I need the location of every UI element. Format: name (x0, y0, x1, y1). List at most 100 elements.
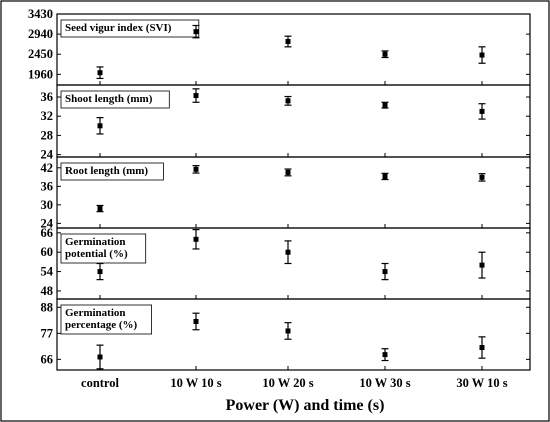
panel-5-title-text: percentage (%) (65, 319, 138, 331)
panel-2-point-4 (381, 101, 389, 109)
x-axis: control 10 W 10 s 10 W 20 s 10 W 30 s 30 W 1… (81, 376, 508, 390)
panel-4-point-4 (381, 262, 389, 281)
panel-3-ytick-label: 30 (41, 198, 54, 212)
data-point (285, 98, 291, 104)
panel-5-ytick-label: 88 (41, 300, 54, 314)
data-point (479, 52, 485, 58)
panel-4-ytick-label: 66 (41, 226, 54, 240)
panel-4-point-1 (96, 262, 104, 281)
panel-1-point-5 (478, 46, 486, 64)
panels-group: 1960 2450 2940 3430 Seed vigur index (SVI) 24… (28, 7, 531, 371)
panel-4-title-box (60, 233, 147, 264)
data-point (97, 123, 103, 129)
data-point (193, 93, 199, 99)
panel-1-title-box (60, 19, 200, 38)
panel-2-point-2 (192, 88, 200, 103)
panel-2: 24 28 32 36 Shoot length (mm) (41, 84, 531, 162)
panel-3-point-2 (192, 165, 200, 174)
data-point (479, 108, 485, 114)
data-point (193, 166, 199, 172)
data-point (479, 174, 485, 180)
data-point (97, 70, 103, 76)
panel-3-title-text: Root length (mm) (65, 165, 148, 177)
panel-4-ytick-label: 48 (41, 284, 54, 298)
data-point (97, 206, 103, 212)
data-point (285, 249, 291, 255)
panel-1: 1960 2450 2940 3430 Seed vigur index (SVI) (28, 7, 531, 86)
panel-4-point-2 (192, 229, 200, 250)
data-point (479, 345, 485, 351)
panel-3: 24 30 36 42 Root length (mm) (41, 156, 531, 230)
panel-1-title: Seed vigur index (SVI) (60, 19, 200, 38)
data-point (193, 318, 199, 324)
panel-1-ytick-label: 2940 (28, 27, 53, 41)
panel-5-point-2 (192, 312, 200, 331)
panel-2-ytick-label: 36 (41, 90, 54, 104)
panel-2-point-1 (96, 117, 104, 135)
panel-5-ytick-label: 77 (41, 326, 54, 340)
panel-4-ytick-label: 60 (41, 245, 54, 259)
panel-3-point-4 (381, 172, 389, 181)
panel-5-title-box (60, 304, 152, 335)
panel-2-title-text: Shoot length (mm) (65, 93, 153, 105)
x-tick-label: control (81, 376, 119, 390)
panel-3-title: Root length (mm) (60, 162, 164, 181)
data-point (285, 328, 291, 334)
panel-1-ytick-label: 2450 (28, 47, 53, 61)
panel-1-title-text: Seed vigur index (SVI) (65, 22, 172, 34)
panel-2-ytick-label: 28 (41, 128, 54, 142)
panel-5-point-4 (381, 348, 389, 362)
panel-4-point-5 (478, 251, 486, 279)
panel-1-point-3 (284, 35, 292, 48)
data-point (285, 169, 291, 175)
data-point (479, 262, 485, 268)
panel-5-title-text: Germination (65, 307, 126, 319)
panel-1-point-4 (381, 50, 389, 59)
panel-3-ytick-label: 42 (41, 161, 54, 175)
panel-2-ytick-label: 32 (41, 109, 54, 123)
panel-1-point-2 (192, 24, 200, 39)
x-tick-label: 10 W 30 s (359, 376, 410, 390)
data-point (382, 102, 388, 108)
x-tick-label: 30 W 10 s (456, 376, 507, 390)
data-point (285, 38, 291, 44)
panel-5-point-3 (284, 322, 292, 340)
panel-3-title-box (60, 162, 164, 181)
data-point (97, 269, 103, 275)
x-tick-label: 10 W 20 s (262, 376, 313, 390)
panel-3-ytick-label: 36 (41, 179, 54, 193)
panel-1-ytick-label: 3430 (28, 7, 53, 21)
panel-3-point-3 (284, 168, 292, 177)
data-point (382, 173, 388, 179)
panel-5-frame (56, 298, 531, 371)
data-point (97, 354, 103, 360)
panel-2-point-3 (284, 95, 292, 106)
panel-2-ytick-label: 24 (41, 148, 54, 162)
panel-4-ytick-label: 54 (41, 265, 54, 279)
panel-5-ytick-label: 66 (41, 352, 54, 366)
panel-2-title: Shoot length (mm) (60, 90, 170, 109)
data-point (382, 269, 388, 275)
x-tick-label: 10 W 10 s (170, 376, 221, 390)
panel-5-point-5 (478, 336, 486, 359)
data-point (193, 236, 199, 242)
panel-3-ytick-label: 24 (41, 216, 54, 230)
panel-4-title-text: Germination (65, 236, 126, 248)
panel-2-point-5 (478, 103, 486, 120)
panel-3-point-1 (96, 204, 104, 213)
panel-1-ytick-label: 1960 (28, 67, 53, 81)
panel-3-point-5 (478, 173, 486, 182)
x-axis-title: Power (W) and time (s) (226, 397, 385, 414)
data-point (193, 29, 199, 35)
panel-1-point-1 (96, 66, 104, 80)
panel-2-title-box (60, 90, 170, 109)
panel-4-point-3 (284, 240, 292, 265)
panel-5-point-1 (96, 344, 104, 370)
